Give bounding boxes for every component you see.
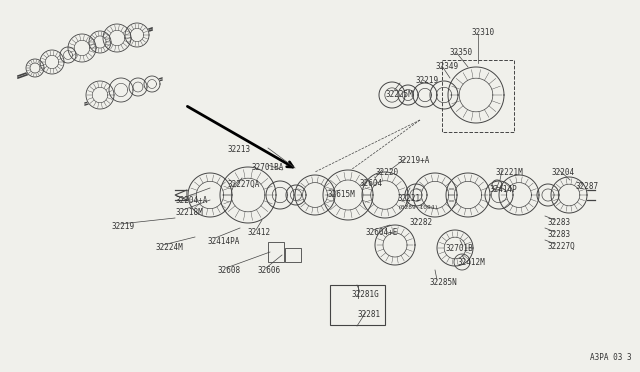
Text: 32349: 32349 [435,62,458,71]
Polygon shape [405,184,427,206]
Text: 32604+E: 32604+E [365,228,397,237]
Polygon shape [115,83,127,97]
Polygon shape [144,76,160,92]
Polygon shape [362,172,408,218]
Text: 32615M: 32615M [328,190,356,199]
Polygon shape [26,59,44,77]
Text: 32606: 32606 [258,266,281,275]
Polygon shape [68,34,96,62]
Polygon shape [60,47,76,63]
Text: 32218M: 32218M [175,208,203,217]
Polygon shape [133,82,143,92]
Text: 32225M: 32225M [385,90,413,99]
Text: 32219: 32219 [112,222,135,231]
Text: 32224M: 32224M [155,243,183,252]
Polygon shape [436,87,452,103]
Polygon shape [129,78,147,96]
Polygon shape [291,189,301,201]
Polygon shape [492,187,507,203]
Polygon shape [385,88,399,102]
Text: 32414PA: 32414PA [207,237,239,246]
Bar [268,242,284,262]
Polygon shape [446,173,490,217]
Text: 32281: 32281 [358,310,381,319]
Text: 32608: 32608 [218,266,241,275]
Polygon shape [403,90,413,100]
Text: 32221M: 32221M [495,168,523,177]
Text: 32283: 32283 [548,218,571,227]
Text: A3PA 03 3: A3PA 03 3 [590,353,632,362]
Text: 32285N: 32285N [430,278,458,287]
Polygon shape [537,184,559,206]
Text: 32227Q: 32227Q [548,242,576,251]
Polygon shape [379,82,405,108]
Polygon shape [499,175,539,215]
Text: 32310: 32310 [472,28,495,37]
Polygon shape [103,24,131,52]
Text: 32281G: 32281G [352,290,380,299]
Polygon shape [63,51,72,60]
Bar [330,285,385,325]
Polygon shape [437,230,473,266]
Text: 32701BA: 32701BA [252,163,284,172]
Polygon shape [286,185,306,205]
Polygon shape [551,177,587,213]
Polygon shape [410,189,422,201]
Text: 32287: 32287 [576,182,599,191]
Polygon shape [175,190,187,200]
Polygon shape [323,170,373,220]
Polygon shape [398,85,418,105]
Polygon shape [220,167,276,223]
Text: 32412: 32412 [248,228,271,237]
Polygon shape [109,78,133,102]
Polygon shape [148,80,156,89]
Polygon shape [419,89,431,102]
Polygon shape [413,173,457,217]
Text: 32213: 32213 [228,145,251,154]
Polygon shape [86,81,114,109]
Text: 32220: 32220 [375,168,398,177]
Text: 32282: 32282 [410,218,433,227]
Polygon shape [430,81,458,109]
Text: 32701B: 32701B [445,244,473,253]
Polygon shape [89,31,111,53]
Text: 32221: 32221 [398,194,421,203]
Text: 32204: 32204 [552,168,575,177]
Text: 32412M: 32412M [457,258,484,267]
Polygon shape [125,23,149,47]
Text: 32204+A: 32204+A [175,196,207,205]
Polygon shape [542,189,554,201]
Text: 32414P: 32414P [490,185,518,194]
Polygon shape [413,83,437,107]
Bar [285,248,301,262]
Polygon shape [375,225,415,265]
Polygon shape [448,67,504,123]
Text: 32227QA: 32227QA [228,180,260,189]
Text: 32219: 32219 [415,76,438,85]
Polygon shape [272,187,288,203]
Polygon shape [188,173,232,217]
Polygon shape [40,50,64,74]
Text: 32350: 32350 [450,48,473,57]
Text: 32283: 32283 [548,230,571,239]
Text: 32604: 32604 [360,179,383,188]
Text: 32219+A: 32219+A [398,156,430,165]
Polygon shape [485,181,513,209]
Text: (0289-1094): (0289-1094) [398,205,439,210]
Polygon shape [295,175,335,215]
Polygon shape [266,181,294,209]
